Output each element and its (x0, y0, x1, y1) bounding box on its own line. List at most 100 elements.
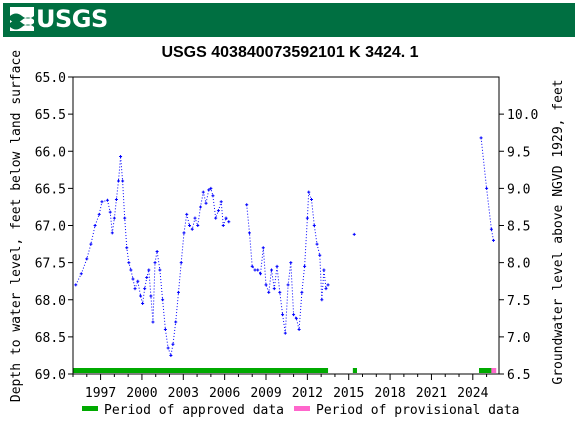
data-point-18 (129, 268, 133, 272)
data-point-57 (227, 220, 231, 224)
x-tick-label-1: 2000 (126, 386, 157, 401)
data-point-59 (247, 231, 251, 235)
y-tick-label-right-5: 9.0 (507, 182, 530, 197)
data-point-63 (258, 272, 262, 276)
data-point-73 (286, 283, 290, 287)
data-point-33 (163, 327, 167, 331)
y-tick-label-right-4: 8.5 (507, 220, 530, 235)
legend: Period of approved data Period of provis… (82, 403, 520, 418)
data-point-39 (179, 261, 183, 265)
usgs-logo[interactable]: USGS (10, 5, 108, 33)
usgs-banner: USGS (3, 3, 575, 37)
y-tick-label-right-1: 7.0 (507, 331, 530, 346)
y-tick-label-left-8: 69.0 (35, 368, 66, 383)
data-point-51 (211, 194, 215, 198)
data-point-83 (312, 224, 316, 227)
data-point-15 (123, 216, 127, 220)
data-point-78 (300, 290, 304, 294)
data-point-80 (305, 216, 309, 220)
data-point-54 (219, 200, 223, 204)
data-point-74 (289, 261, 293, 265)
data-point-9 (110, 231, 114, 235)
y-tick-label-right-3: 8.0 (507, 257, 530, 272)
data-point-94 (491, 238, 495, 242)
data-point-55 (221, 224, 225, 227)
y-tick-label-right-2: 7.5 (507, 294, 530, 309)
data-point-79 (303, 264, 307, 268)
x-tick-label-8: 2021 (416, 386, 447, 401)
data-point-47 (201, 190, 205, 194)
data-point-23 (141, 301, 145, 305)
data-point-26 (147, 268, 151, 272)
data-point-7 (105, 198, 109, 202)
approved-period-bar-0 (73, 368, 329, 373)
data-point-45 (196, 224, 200, 227)
data-point-43 (190, 227, 194, 231)
chart-title: USGS 403840073592101 K 3424. 1 (161, 44, 419, 61)
data-point-42 (187, 224, 191, 227)
x-tick-label-0: 1997 (85, 386, 116, 401)
data-point-81 (307, 190, 311, 194)
data-point-22 (139, 294, 143, 298)
data-point-4 (93, 224, 97, 227)
data-point-92 (485, 186, 489, 190)
data-point-53 (216, 209, 220, 213)
data-point-12 (116, 179, 120, 183)
data-point-71 (281, 313, 285, 317)
legend-provisional-swatch (294, 406, 310, 411)
data-point-36 (171, 342, 175, 346)
x-tick-label-7: 2018 (374, 386, 405, 401)
data-point-46 (199, 205, 203, 209)
y-tick-label-left-2: 66.0 (35, 145, 66, 160)
data-point-56 (224, 216, 228, 220)
data-point-86 (320, 298, 324, 302)
data-point-61 (253, 268, 257, 272)
legend-approved-swatch (82, 406, 98, 411)
data-point-49 (207, 188, 211, 192)
data-point-2 (85, 257, 89, 261)
data-point-58 (245, 203, 249, 207)
series-line-segment-0-3 (480, 137, 494, 241)
y-tick-label-right-0: 6.5 (507, 368, 530, 383)
y-tick-label-left-1: 65.5 (35, 108, 66, 123)
data-point-62 (256, 268, 260, 272)
data-point-28 (151, 320, 155, 324)
data-point-67 (270, 268, 274, 272)
data-point-77 (297, 327, 301, 331)
series-line-segment-0-0 (75, 156, 230, 358)
x-tick-label-9: 2024 (457, 386, 488, 401)
y-tick-label-left-0: 65.0 (35, 71, 66, 86)
plot-frame (72, 76, 500, 375)
data-point-11 (114, 198, 118, 202)
data-point-93 (489, 227, 493, 231)
legend-approved-label: Period of approved data (104, 403, 284, 418)
data-point-5 (97, 212, 101, 216)
data-point-8 (108, 210, 112, 214)
data-point-19 (131, 277, 135, 281)
y-tick-label-left-6: 68.0 (35, 294, 66, 309)
data-point-1 (79, 272, 83, 276)
data-point-60 (250, 264, 254, 268)
data-point-48 (204, 201, 208, 205)
data-point-75 (292, 313, 296, 317)
data-point-27 (149, 294, 153, 298)
x-tick-label-4: 2009 (250, 386, 281, 401)
data-point-69 (275, 264, 279, 268)
data-point-89 (326, 283, 330, 287)
data-point-72 (283, 331, 287, 335)
data-point-84 (315, 242, 319, 246)
y-axis-label-right: Groundwater level above NGVD 1929, feet (551, 79, 566, 384)
data-point-38 (176, 290, 180, 294)
data-point-0 (74, 283, 78, 287)
data-point-3 (89, 242, 93, 246)
data-point-16 (125, 246, 129, 250)
usgs-logo-text: USGS (36, 5, 108, 33)
y-tick-label-right-7: 10.0 (507, 108, 538, 123)
y-tick-label-left-4: 67.0 (35, 220, 66, 235)
data-point-29 (153, 261, 157, 265)
x-tick-label-5: 2012 (292, 386, 323, 401)
data-point-13 (119, 154, 123, 158)
data-point-24 (143, 287, 147, 291)
y-tick-label-left-5: 67.5 (35, 257, 66, 272)
